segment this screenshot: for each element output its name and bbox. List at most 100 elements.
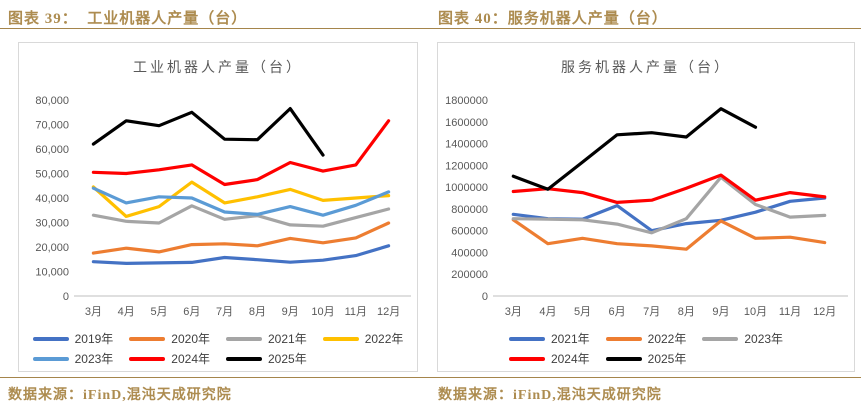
- legend-item-2022年: 2022年: [605, 330, 687, 347]
- legend-row: 2019年 2020年 2021年 2022年: [32, 330, 404, 347]
- y-axis-tick-label: 80,000: [35, 95, 69, 107]
- legend-row: 2021年 2022年 2023年: [508, 330, 783, 347]
- series-line-2023年: [511, 175, 827, 235]
- y-axis-tick-label: 1400000: [445, 139, 488, 151]
- series-line-2024年: [511, 173, 827, 205]
- legend-swatch-icon: [129, 336, 166, 341]
- legend-row: 2023年 2024年 2025年: [32, 350, 404, 367]
- series-line-2022年: [91, 180, 391, 218]
- x-axis-tick-label: 4月: [118, 306, 135, 318]
- x-axis-tick-label: 12月: [377, 306, 400, 318]
- panel-service-robots: 图表 40：服务机器人产量（台） 服务机器人产量（台） 0 200000 40000…: [430, 0, 861, 408]
- y-axis-tick-label: 1600000: [445, 117, 488, 129]
- series-line-2022年: [511, 218, 827, 251]
- legend-label: 2025年: [647, 352, 687, 366]
- y-axis-tick-label: 20,000: [35, 242, 69, 254]
- x-axis-tick-label: 7月: [216, 306, 233, 318]
- legend-label: 2020年: [171, 332, 210, 346]
- legend-item-2023年: 2023年: [32, 350, 114, 367]
- legend-swatch-icon: [508, 336, 545, 341]
- chart-card-industrial: 工业机器人产量（台） 0 10,000 20,000 30,000 40,000 50,0…: [18, 42, 418, 372]
- legend-label: 2021年: [268, 332, 307, 346]
- legend-swatch-icon: [32, 336, 69, 341]
- legend-swatch-icon: [702, 336, 739, 341]
- series-line-2025年: [511, 107, 758, 191]
- legend-item-2024年: 2024年: [129, 350, 210, 367]
- series-line-2019年: [91, 244, 391, 265]
- x-axis-tick-label: 12月: [813, 306, 836, 318]
- legend-swatch-icon: [508, 356, 545, 361]
- panel-industrial-robots: 图表 39： 工业机器人产量（台） 工业机器人产量（台） 0 10,000 20,0…: [0, 0, 430, 408]
- y-axis-tick-label: 1200000: [445, 160, 488, 172]
- y-axis-tick-label: 60,000: [35, 144, 69, 156]
- legend-item-2023年: 2023年: [702, 330, 783, 347]
- legend-swatch-icon: [226, 336, 262, 341]
- legend-item-2025年: 2025年: [605, 350, 687, 367]
- x-axis-tick-label: 3月: [85, 306, 102, 318]
- legend-item-2021年: 2021年: [508, 330, 590, 347]
- y-axis-tick-label: 0: [482, 291, 488, 303]
- legend-label: 2023年: [74, 352, 114, 366]
- y-axis-tick-label: 0: [63, 291, 69, 303]
- legend-service: 2021年 2022年 2023年 2024年 2025年: [508, 330, 783, 367]
- legend-label: 2024年: [550, 352, 590, 366]
- data-source-left: 数据来源：iFinD,混沌天成研究院: [0, 377, 430, 408]
- chart-card-service: 服务机器人产量（台） 0 200000 400000 600000 800000 1000…: [437, 42, 855, 372]
- legend-swatch-icon: [322, 336, 359, 341]
- series-line-2023年: [91, 186, 391, 217]
- series-line-2024年: [91, 119, 391, 187]
- legend-swatch-icon: [129, 356, 166, 361]
- chart-title-industrial: 工业机器人产量（台）: [133, 59, 303, 75]
- x-axis-tick-label: 8月: [249, 306, 266, 318]
- x-axis-tick-label: 9月: [282, 306, 299, 318]
- chart-title-service: 服务机器人产量（台）: [561, 59, 731, 75]
- series-line-2021年: [91, 204, 391, 228]
- legend-item-2022年: 2022年: [322, 330, 404, 347]
- x-axis-tick-label: 9月: [712, 306, 729, 318]
- x-axis-tick-label: 3月: [505, 306, 522, 318]
- legend-label: 2023年: [744, 332, 784, 346]
- x-axis-tick-label: 6月: [183, 306, 200, 318]
- x-axis-tick-label: 6月: [609, 306, 626, 318]
- legend-label: 2022年: [647, 332, 687, 346]
- x-axis-tick-label: 5月: [574, 306, 591, 318]
- legend-swatch-icon: [32, 356, 69, 361]
- data-source-right: 数据来源：iFinD,混沌天成研究院: [430, 377, 861, 408]
- y-axis-tick-label: 50,000: [35, 169, 69, 181]
- x-axis-tick-label: 7月: [643, 306, 660, 318]
- y-axis-tick-label: 600000: [451, 226, 488, 238]
- legend-item-2021年: 2021年: [226, 330, 307, 347]
- y-axis-tick-label: 800000: [451, 204, 488, 216]
- x-axis-tick-label: 8月: [678, 306, 695, 318]
- legend-swatch-icon: [226, 356, 262, 361]
- series-line-2025年: [91, 107, 325, 157]
- y-axis-tick-label: 70,000: [35, 120, 69, 132]
- x-axis-tick-label: 11月: [345, 306, 367, 318]
- x-axis-tick-label: 10月: [311, 306, 334, 318]
- figure-heading-39: 图表 39： 工业机器人产量（台）: [0, 0, 430, 29]
- legend-swatch-icon: [605, 336, 642, 341]
- x-axis-tick-label: 4月: [539, 306, 556, 318]
- legend-swatch-icon: [605, 356, 642, 361]
- y-axis-tick-label: 1000000: [445, 182, 488, 194]
- figure-heading-40: 图表 40：服务机器人产量（台）: [430, 0, 861, 29]
- x-axis-tick-label: 10月: [744, 306, 767, 318]
- legend-label: 2022年: [364, 332, 404, 346]
- x-axis-tick-label: 11月: [779, 306, 801, 318]
- y-axis-tick-label: 10,000: [35, 267, 69, 279]
- y-axis-tick-label: 30,000: [35, 218, 69, 230]
- legend-item-2020年: 2020年: [129, 330, 210, 347]
- y-axis-tick-label: 200000: [451, 269, 488, 281]
- y-axis-tick-label: 1800000: [445, 95, 488, 107]
- legend-label: 2019年: [74, 332, 114, 346]
- legend-item-2024年: 2024年: [508, 350, 590, 367]
- legend-item-2025年: 2025年: [226, 350, 307, 367]
- legend-label: 2024年: [171, 352, 210, 366]
- legend-label: 2025年: [268, 352, 307, 366]
- industrial-robot-line-chart: 0 10,000 20,000 30,000 40,000 50,000 60,000 70,…: [35, 95, 411, 318]
- service-robot-line-chart: 0 200000 400000 600000 800000 1000000 1200000 1…: [445, 95, 848, 318]
- y-axis-tick-label: 40,000: [35, 193, 69, 205]
- x-axis-tick-label: 5月: [150, 306, 167, 318]
- legend-label: 2021年: [550, 332, 590, 346]
